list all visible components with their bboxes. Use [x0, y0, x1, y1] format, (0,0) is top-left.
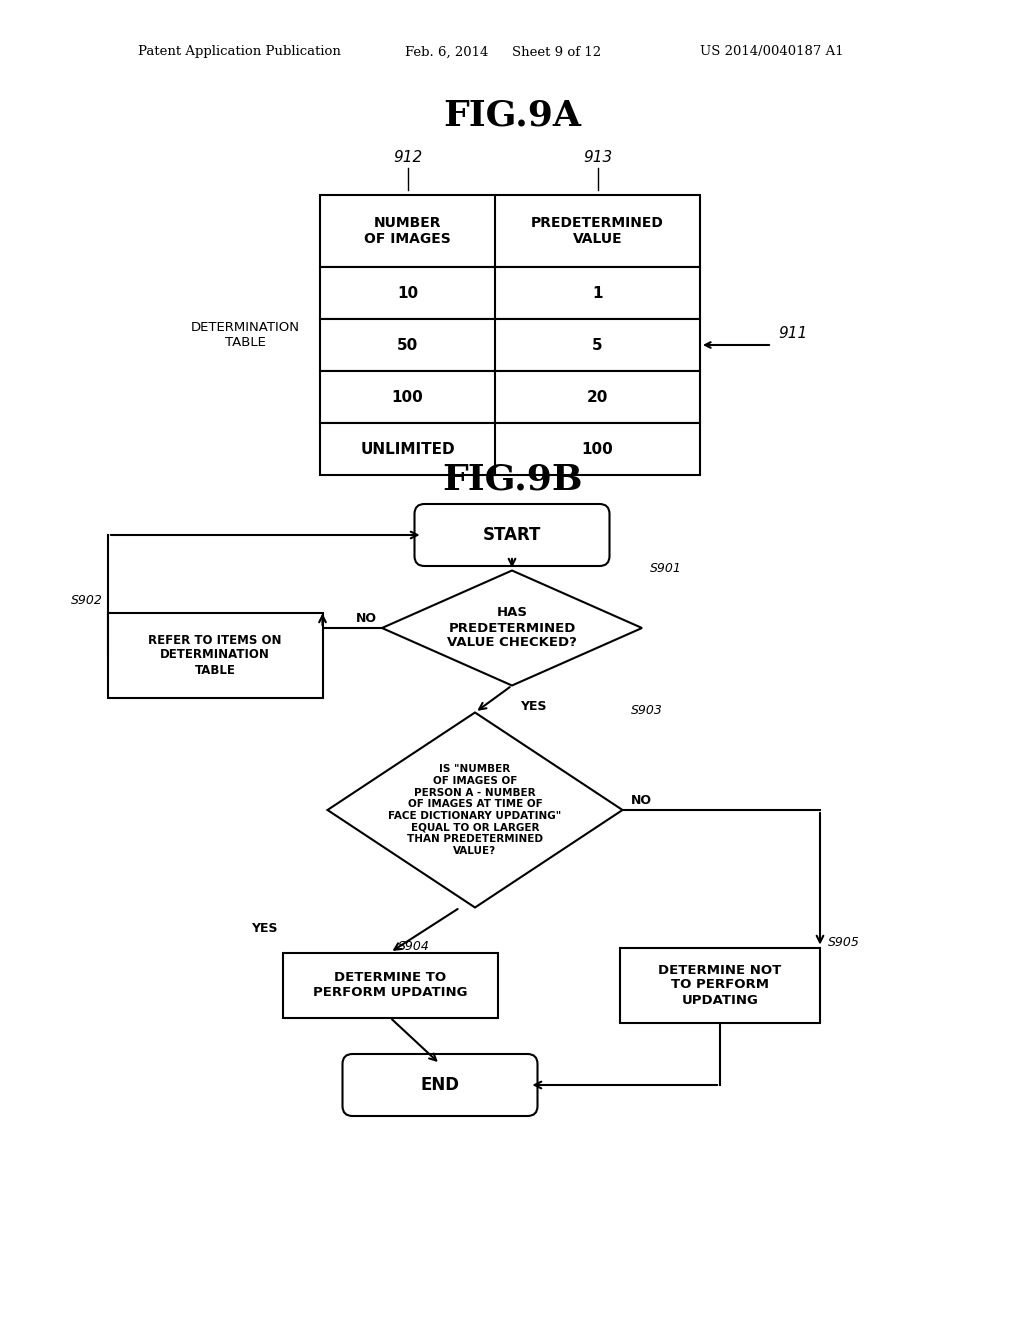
Text: 911: 911: [778, 326, 807, 341]
Text: 100: 100: [582, 441, 613, 457]
Text: 10: 10: [397, 285, 418, 301]
Text: DETERMINE NOT
TO PERFORM
UPDATING: DETERMINE NOT TO PERFORM UPDATING: [658, 964, 781, 1006]
Text: S904: S904: [398, 940, 430, 953]
FancyBboxPatch shape: [415, 504, 609, 566]
Bar: [319, 267, 700, 319]
Bar: [319, 422, 700, 475]
Text: US 2014/0040187 A1: US 2014/0040187 A1: [700, 45, 844, 58]
Bar: [283, 953, 498, 1018]
Bar: [108, 612, 323, 697]
Text: IS "NUMBER
OF IMAGES OF
PERSON A - NUMBER
OF IMAGES AT TIME OF
FACE DICTIONARY U: IS "NUMBER OF IMAGES OF PERSON A - NUMBE…: [388, 764, 561, 855]
Text: S902: S902: [71, 594, 102, 607]
Bar: [319, 371, 700, 422]
Polygon shape: [382, 570, 642, 685]
Text: 50: 50: [397, 338, 418, 352]
Text: UNLIMITED: UNLIMITED: [360, 441, 455, 457]
Text: FIG.9A: FIG.9A: [443, 98, 581, 132]
Text: NUMBER
OF IMAGES: NUMBER OF IMAGES: [365, 216, 451, 246]
Text: START: START: [482, 525, 542, 544]
Text: S903: S903: [631, 705, 663, 718]
Text: S901: S901: [650, 562, 682, 576]
Text: 912: 912: [393, 149, 422, 165]
Text: S905: S905: [828, 936, 860, 949]
Text: 20: 20: [587, 389, 608, 404]
Text: REFER TO ITEMS ON
DETERMINATION
TABLE: REFER TO ITEMS ON DETERMINATION TABLE: [148, 634, 282, 676]
Text: Sheet 9 of 12: Sheet 9 of 12: [512, 45, 601, 58]
Bar: [620, 948, 820, 1023]
Text: Feb. 6, 2014: Feb. 6, 2014: [406, 45, 488, 58]
Text: NO: NO: [631, 793, 651, 807]
Text: HAS
PREDETERMINED
VALUE CHECKED?: HAS PREDETERMINED VALUE CHECKED?: [447, 606, 577, 649]
Text: DETERMINATION
TABLE: DETERMINATION TABLE: [190, 321, 299, 348]
FancyBboxPatch shape: [342, 1053, 538, 1115]
Text: YES: YES: [520, 701, 547, 714]
Bar: [319, 319, 700, 371]
Text: DETERMINE TO
PERFORM UPDATING: DETERMINE TO PERFORM UPDATING: [312, 972, 467, 999]
Text: Patent Application Publication: Patent Application Publication: [138, 45, 341, 58]
Text: 100: 100: [391, 389, 423, 404]
Polygon shape: [328, 713, 623, 908]
Text: NO: NO: [356, 611, 377, 624]
Text: FIG.9B: FIG.9B: [441, 463, 583, 498]
Text: END: END: [421, 1076, 460, 1094]
Text: 1: 1: [592, 285, 603, 301]
Text: YES: YES: [251, 923, 278, 936]
Text: 913: 913: [583, 149, 612, 165]
Text: 5: 5: [592, 338, 603, 352]
Text: PREDETERMINED
VALUE: PREDETERMINED VALUE: [531, 216, 664, 246]
Bar: [319, 195, 700, 267]
